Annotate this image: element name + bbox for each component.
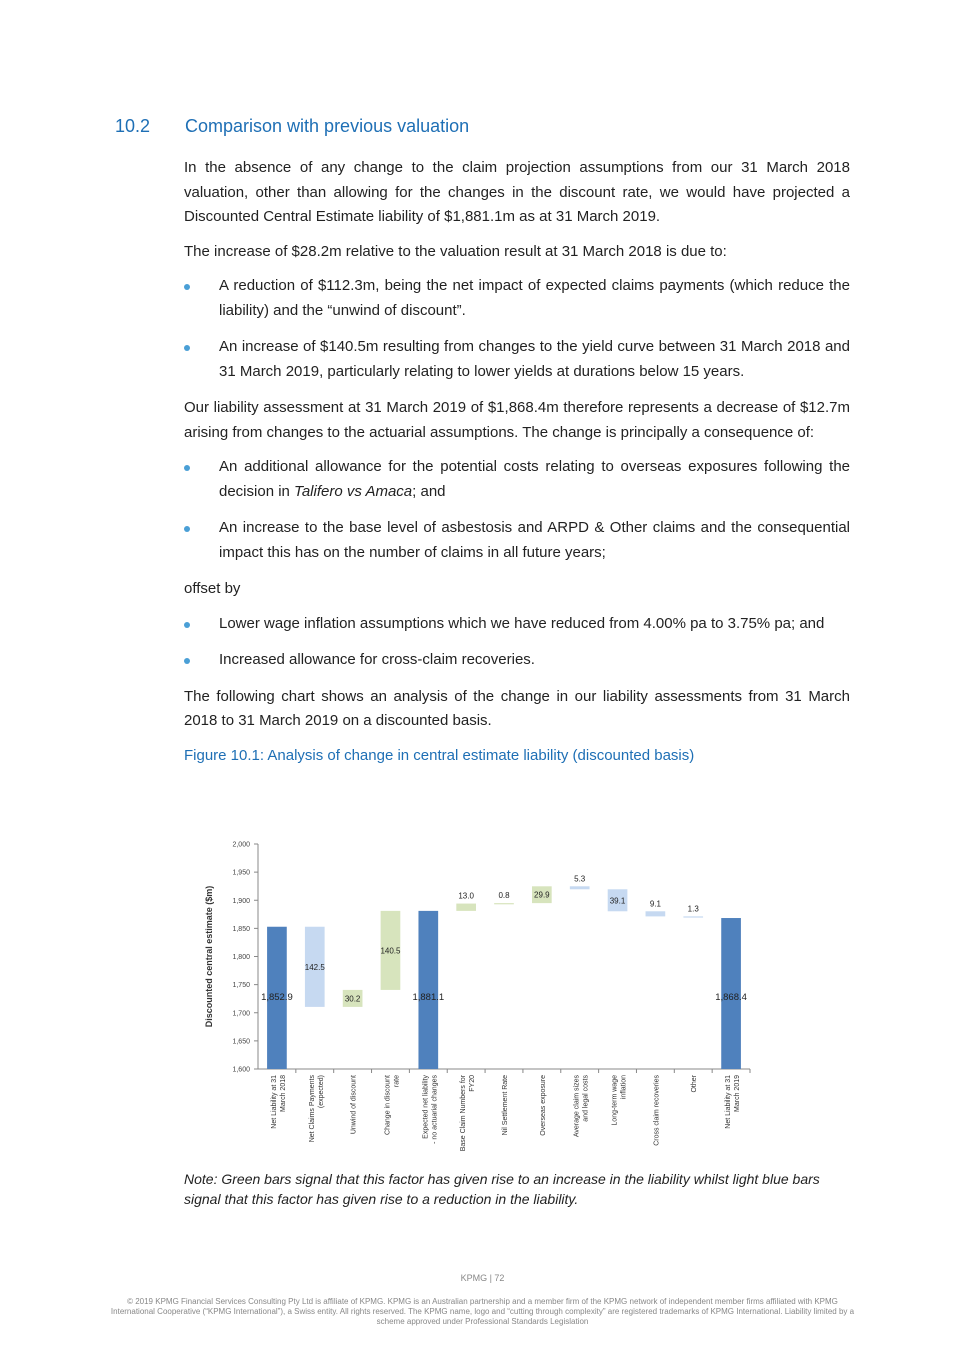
bar-decrease — [304, 926, 325, 1007]
bullet-icon — [184, 465, 190, 471]
x-tick-label: Other — [691, 1074, 698, 1092]
x-tick-label: Overseas exposure — [540, 1075, 547, 1136]
bar-decrease — [645, 911, 666, 917]
bullet-item: An increase of $140.5m resulting from ch… — [184, 335, 850, 384]
paragraph: The following chart shows an analysis of… — [184, 687, 850, 730]
x-tick-label: Expected net liability - no actuarial cha… — [422, 1075, 438, 1144]
x-tick-label: Net Claims Payments (expected) — [309, 1075, 325, 1143]
x-tick-label: Net Liability at 31 March 2018 — [271, 1075, 287, 1129]
paragraph: The increase of $28.2m relative to the v… — [184, 242, 727, 260]
bullet-text: Increased allowance for cross-claim reco… — [219, 651, 535, 668]
bar-total — [418, 910, 439, 1069]
bullet-icon — [184, 621, 190, 628]
section-number: 10.2 — [115, 116, 151, 136]
bar-decrease — [569, 886, 590, 890]
body-text: In the absence of any change to the clai… — [184, 156, 850, 768]
bar-increase — [532, 886, 552, 904]
waterfall-chart: 1,600 1,650 1,700 1,750 1,800 1,850 1,900 1,950… — [204, 842, 751, 1151]
data-label: 30.2 — [345, 994, 361, 1003]
paragraph: offset by — [184, 580, 241, 597]
x-tick-label: Change in discount rate — [384, 1075, 400, 1135]
x-tick-label: Unwind of discount — [351, 1075, 358, 1134]
bar-increase — [380, 910, 401, 990]
y-tick-label: 2,000 — [232, 842, 250, 849]
x-tick-label: Cross claim recoveries — [653, 1075, 660, 1146]
figure-caption: Figure 10.1: Analysis of change in centr… — [184, 746, 695, 764]
chart-note: Note: Green bars signal that this factor… — [184, 1171, 820, 1207]
y-tick-label: 1,600 — [232, 1067, 250, 1074]
bullet-icon — [184, 526, 190, 532]
data-label: 39.1 — [610, 896, 626, 905]
x-tick-label: Net Liability at 31 March 2019 — [725, 1075, 741, 1129]
bullet-item: An increase to the base level of asbesto… — [184, 516, 850, 565]
y-tick-label: 1,650 — [232, 1038, 250, 1045]
data-label: 9.1 — [650, 899, 662, 908]
bar-increase — [456, 903, 476, 911]
bullet-icon — [184, 284, 190, 290]
bullet-item: Lower wage inflation assumptions which w… — [184, 612, 850, 637]
bullet-text: An increase to the base level of asbesto… — [219, 519, 850, 561]
data-label: 1,852.9 — [261, 992, 293, 1003]
bar-decrease — [683, 916, 704, 918]
bullet-text: ; and — [412, 482, 446, 500]
y-tick-label: 1,750 — [232, 982, 250, 989]
bar-increase — [494, 903, 514, 905]
bullet-item: A reduction of $112.3m, being the net im… — [184, 274, 850, 323]
bullet-text: Lower wage inflation assumptions which w… — [219, 614, 825, 632]
y-tick-label: 1,900 — [232, 898, 250, 905]
x-tick-label: Average claim sizes and legal costs — [574, 1075, 590, 1138]
bullet-text: An additional allowance for the potentia… — [219, 458, 850, 500]
bar-increase — [342, 989, 363, 1007]
x-tick-label: Long-term wage inflation — [612, 1075, 628, 1126]
section-heading: 10.2 Comparison with previous valuation — [115, 116, 469, 137]
bullet-text: An increase of $140.5m resulting from ch… — [219, 338, 850, 380]
data-label: 5.3 — [574, 874, 586, 883]
bullet-icon — [184, 345, 190, 351]
bar-total — [721, 918, 741, 1069]
y-tick-label: 1,850 — [232, 926, 250, 933]
y-axis-label: Discounted central estimate ($m) — [204, 886, 214, 1028]
x-tick-label: Nil Settlement Rate — [502, 1075, 509, 1135]
paragraph: Our liability assessment at 31 March 201… — [184, 399, 850, 441]
data-label: 140.5 — [380, 946, 401, 955]
y-tick-label: 1,800 — [232, 954, 250, 961]
bullet-item: Increased allowance for cross-claim reco… — [184, 648, 850, 673]
paragraph: In the absence of any change to the clai… — [184, 159, 850, 225]
data-label: 1,881.1 — [412, 992, 444, 1003]
data-label: 1.3 — [688, 904, 700, 913]
y-tick-label: 1,700 — [232, 1010, 250, 1017]
section-title: Comparison with previous valuation — [185, 116, 470, 136]
page-footer: KPMG | 72 — [460, 1273, 505, 1283]
bar-total — [267, 926, 287, 1069]
bullet-text: A reduction of $112.3m, being the net im… — [219, 277, 850, 319]
bullet-icon — [184, 658, 190, 664]
data-label: 1,868.4 — [715, 992, 747, 1003]
case-name: Talifero vs Amaca — [294, 482, 413, 500]
x-tick-label: Base Claim Numbers for FY20 — [460, 1074, 476, 1151]
data-label: 0.8 — [498, 891, 510, 900]
y-tick-label: 1,950 — [232, 870, 250, 877]
data-label: 13.0 — [458, 892, 474, 901]
bullet-item: An additional allowance for the potentia… — [184, 455, 850, 504]
data-label: 29.9 — [534, 891, 550, 900]
data-label: 142.5 — [305, 963, 326, 972]
bar-decrease — [607, 889, 628, 912]
copyright-notice: © 2019 KPMG Financial Services Consultin… — [110, 1297, 855, 1326]
